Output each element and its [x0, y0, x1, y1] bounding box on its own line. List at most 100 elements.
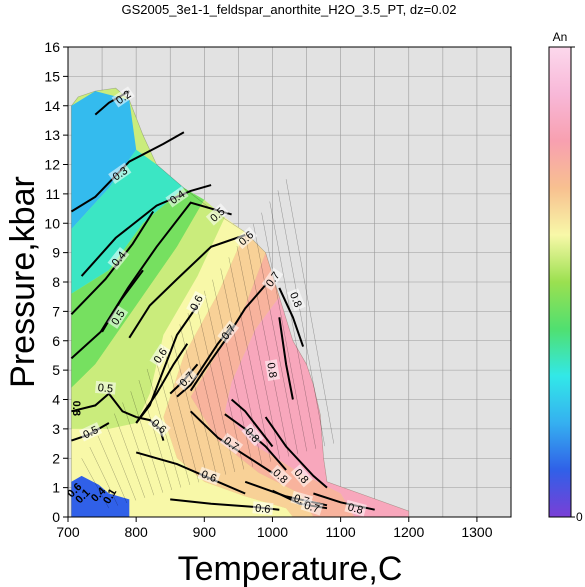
contour-line	[80, 184, 212, 277]
minor-contour	[130, 391, 164, 493]
contour-label-bg	[300, 497, 324, 516]
minor-contour	[187, 313, 227, 475]
contour-line	[278, 287, 305, 347]
contour-label-bg	[149, 343, 171, 368]
y-tick-label: 0	[52, 509, 60, 525]
minor-contour	[97, 435, 128, 504]
x-axis-label: Temperature,C	[178, 550, 403, 587]
minor-contour	[122, 402, 155, 496]
minor-contour	[105, 424, 137, 501]
color-field	[71, 199, 225, 429]
contour-label-bg	[107, 246, 130, 271]
y-tick-label: 3	[52, 421, 60, 437]
colorbar-label: An	[553, 30, 568, 44]
color-field	[71, 188, 205, 388]
color-field	[224, 296, 409, 517]
contour-line	[278, 317, 294, 400]
color-field	[71, 91, 137, 230]
contour-label-bg	[165, 186, 189, 208]
y-tick-label: 9	[52, 245, 60, 261]
y-tick-label: 6	[52, 333, 60, 349]
y-axis-label: Pressure,kbar	[4, 176, 42, 388]
contour-label-bg	[241, 423, 264, 447]
contour-label: 0.5	[81, 424, 100, 441]
colorbar-gradient	[548, 46, 572, 518]
contour-label-bg	[252, 501, 274, 516]
minor-contour	[261, 212, 308, 452]
contour-label: 0.8	[264, 362, 278, 379]
contour-label-bg	[78, 422, 103, 442]
x-tick-label: 800	[124, 524, 148, 540]
contour-label-bg	[107, 305, 129, 329]
contour-label-bg	[290, 464, 313, 488]
y-tick-label: 14	[44, 98, 60, 114]
colorbar-min-label: 0	[576, 510, 583, 524]
contour-label-bg	[186, 290, 207, 315]
x-tick-label: 1200	[393, 524, 424, 540]
contour-label-bg	[344, 499, 367, 517]
contour-line	[230, 398, 274, 448]
minor-contour	[89, 446, 119, 506]
contour-label-bg	[269, 464, 293, 488]
y-tick-label: 11	[45, 186, 60, 202]
axis-ticks: 700 800 900 1000 1100 1200 1300012345678910111…	[44, 39, 492, 540]
minor-contour	[269, 201, 317, 449]
contour-label-bg	[205, 203, 229, 226]
color-field	[163, 232, 314, 517]
y-tick-label: 8	[52, 274, 60, 290]
y-tick-label: 13	[44, 127, 60, 143]
y-tick-label: 7	[52, 303, 60, 319]
field-boundary	[71, 87, 410, 517]
contour-label: 0.5	[97, 382, 113, 395]
contour-label-bg	[217, 320, 240, 344]
x-tick-label: 700	[56, 524, 80, 540]
minor-contour	[179, 324, 218, 478]
minor-contour	[138, 380, 173, 491]
contour-label: 0.7	[303, 500, 321, 516]
contour-label: 0.8	[287, 291, 304, 310]
contour-label-bg	[108, 162, 132, 184]
contour-label-bg	[147, 414, 171, 438]
colorbar: An 0	[548, 30, 583, 524]
contour-label-bg	[175, 367, 198, 391]
contour-line	[135, 343, 189, 424]
contour-label-bg	[234, 226, 258, 250]
contour-label: 0.6	[255, 502, 271, 515]
y-tick-label: 2	[52, 450, 60, 466]
contour-line	[135, 451, 246, 495]
y-tick-label: 16	[44, 39, 60, 55]
minor-contour	[114, 413, 146, 498]
contour-line	[264, 416, 328, 489]
chart-title: GS2005_3e1-1_feldspar_anorthite_H2O_3.5_…	[122, 2, 457, 17]
color-field	[71, 475, 130, 517]
minor-contour	[236, 246, 281, 460]
y-tick-label: 10	[44, 215, 60, 231]
y-tick-label: 1	[52, 480, 60, 496]
y-tick-label: 12	[44, 157, 60, 173]
x-tick-label: 900	[193, 524, 217, 540]
color-field	[71, 217, 293, 517]
contour-label-bg	[219, 432, 244, 455]
small-contour-label: 0.8	[70, 401, 82, 416]
contour-label: 0.6	[199, 468, 218, 485]
y-tick-label: 15	[44, 68, 60, 84]
minor-contour	[244, 234, 290, 457]
x-tick-label: 1100	[326, 524, 356, 540]
contour-label-bg	[264, 359, 281, 381]
minor-contour	[163, 346, 200, 483]
minor-contour	[253, 223, 299, 454]
x-tick-label: 1000	[257, 524, 288, 540]
minor-contour	[285, 179, 335, 444]
color-field	[71, 149, 184, 294]
contour-line	[70, 201, 232, 360]
contour-label-bg	[286, 288, 306, 312]
minor-contour	[204, 290, 245, 470]
contour-label-bg	[261, 267, 284, 291]
minor-contour	[81, 458, 110, 509]
contour-line	[128, 234, 246, 339]
minor-contour	[277, 190, 326, 447]
contour-label-bg	[94, 380, 116, 395]
contour-label: 0.8	[346, 501, 364, 517]
contour-label-bg	[197, 466, 221, 486]
